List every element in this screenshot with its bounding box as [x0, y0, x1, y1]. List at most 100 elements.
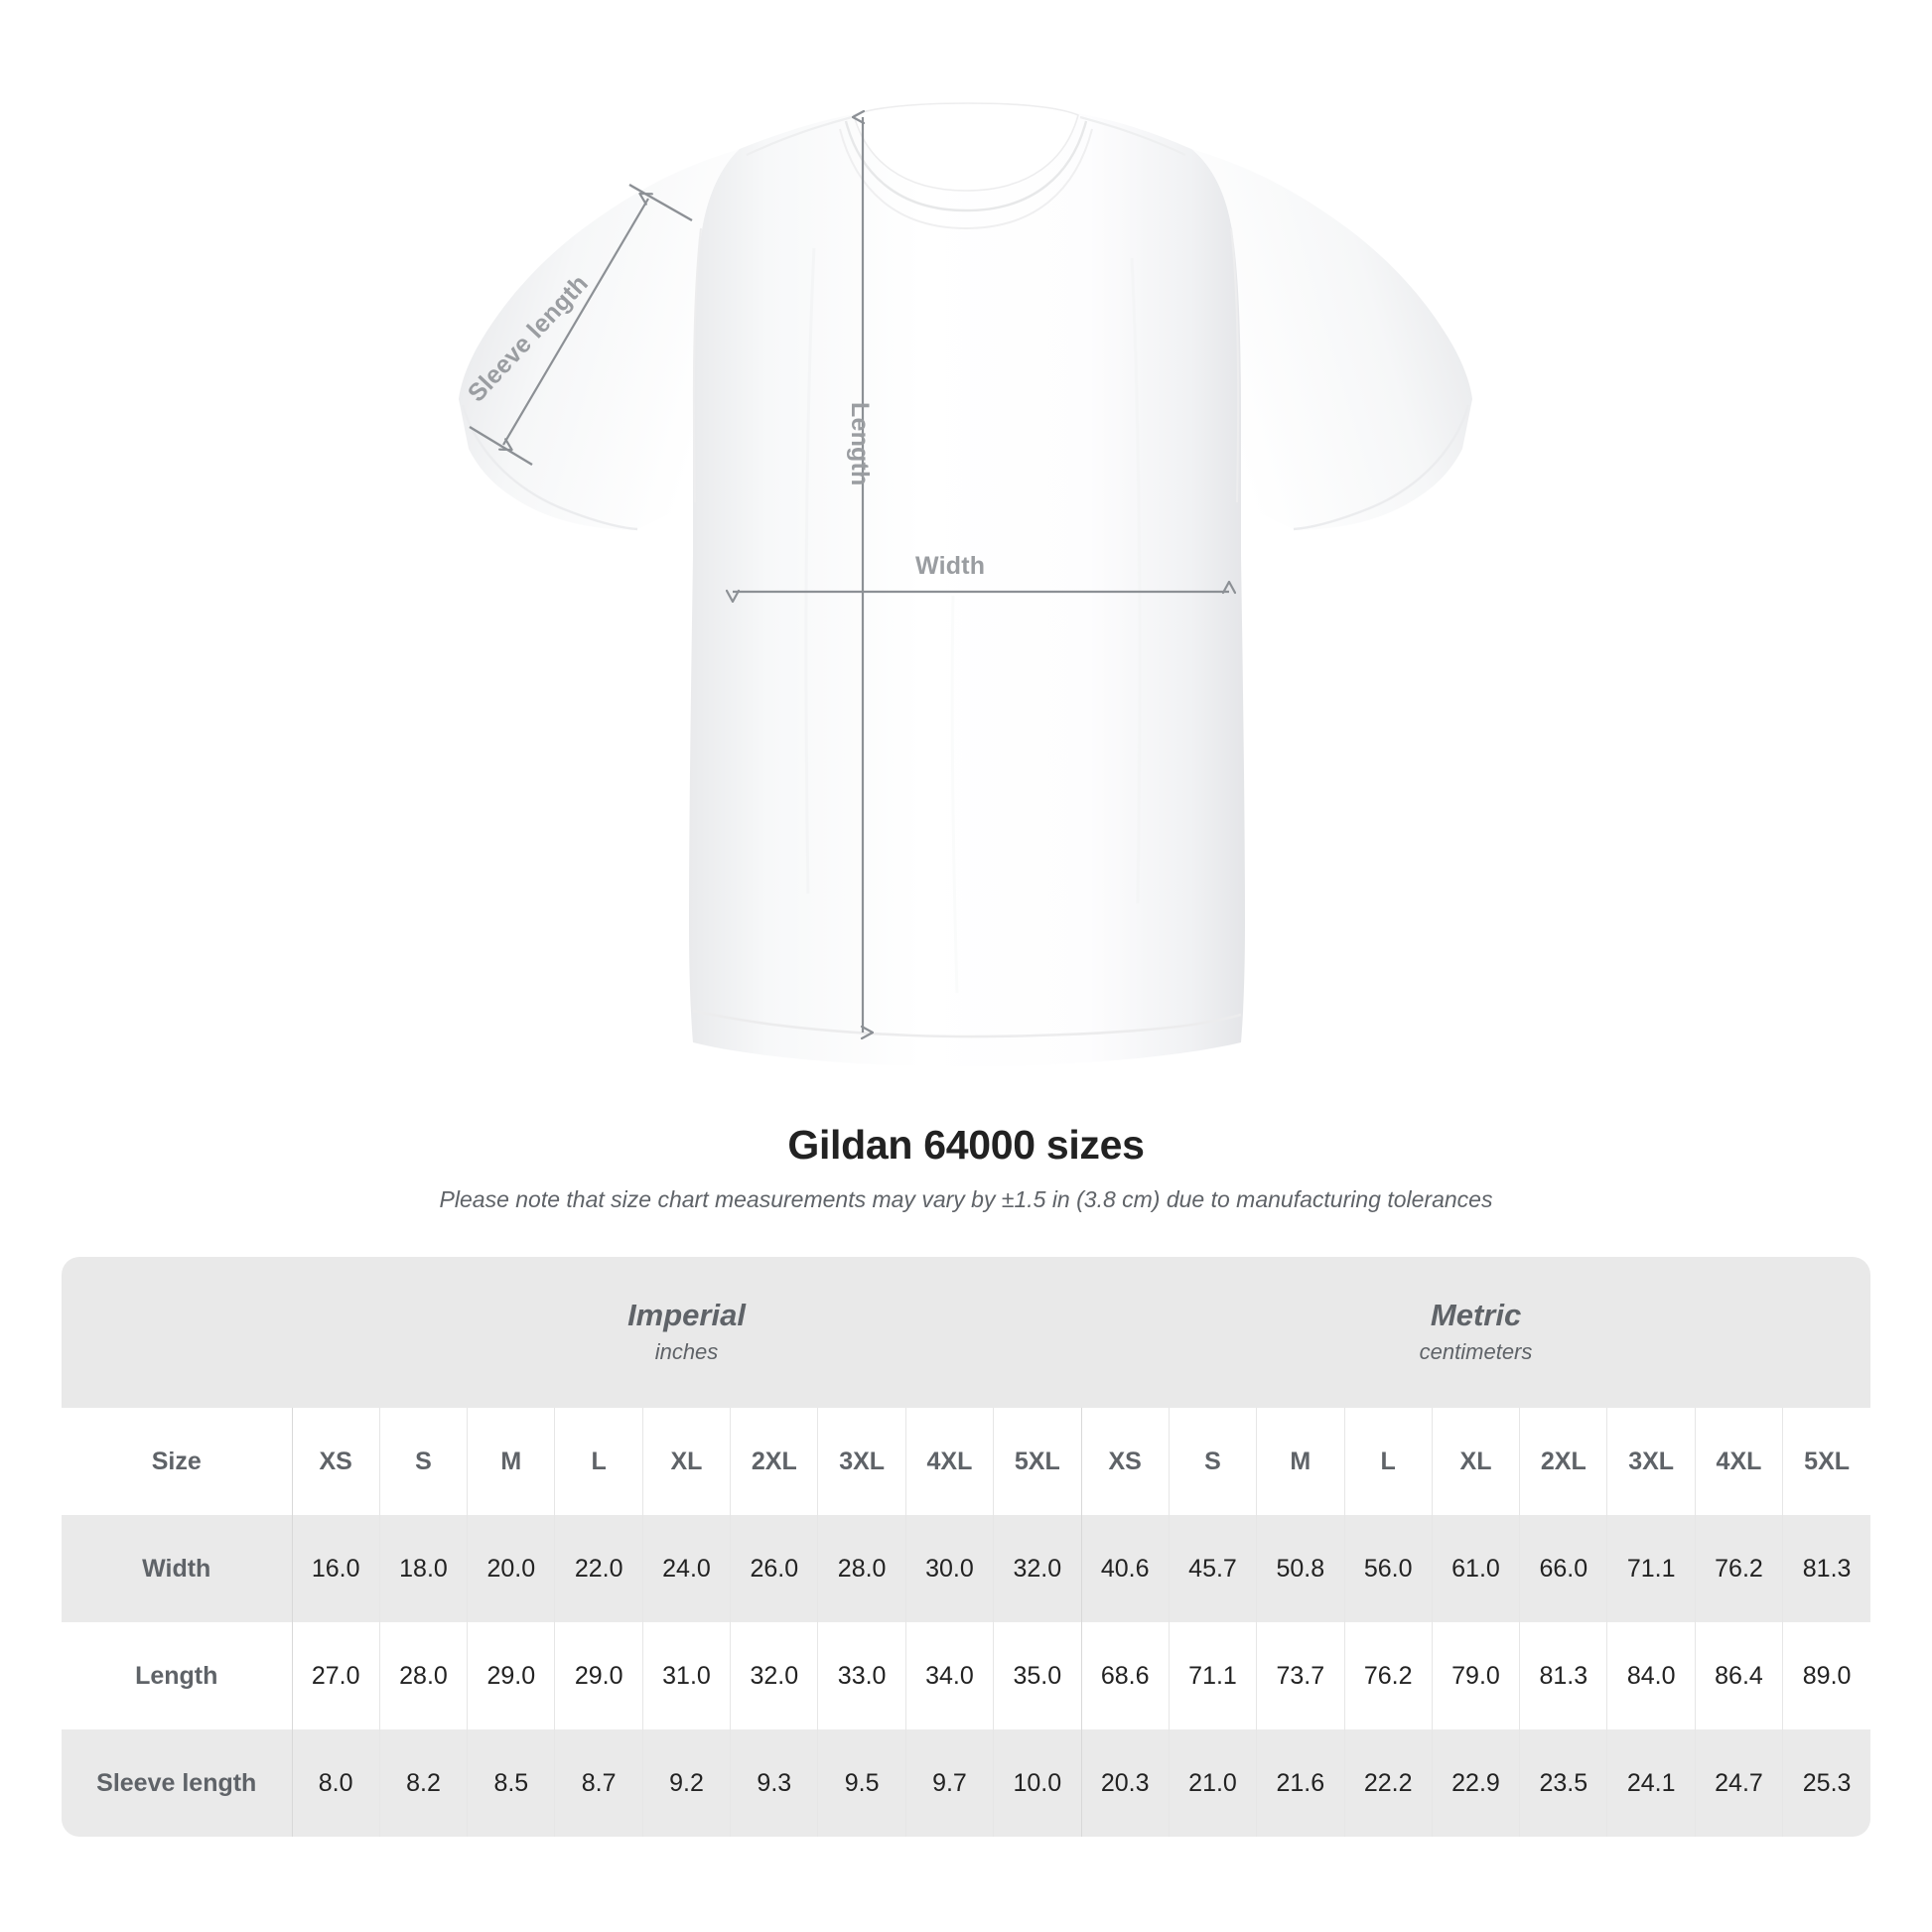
cell-width-imperial-l: 22.0	[554, 1515, 643, 1622]
cell-width-imperial-3xl: 28.0	[817, 1515, 906, 1622]
size-header-imperial-4xl: 4XL	[904, 1408, 994, 1515]
sleeve-tick-upper	[628, 183, 693, 222]
table-row: Sleeve length 8.0 8.2 8.5 8.7 9.2 9.3 9.5 9.7 10…	[62, 1729, 1871, 1837]
right-sleeve-hem	[1293, 404, 1470, 531]
size-chart-table: Imperial inches Metric centimeters Size …	[62, 1257, 1871, 1837]
cell-width-metric-xl: 61.0	[1431, 1515, 1520, 1622]
cell-length-imperial-5xl: 35.0	[993, 1622, 1082, 1729]
cell-width-imperial-xl: 24.0	[641, 1515, 731, 1622]
size-row-label: Size	[62, 1408, 292, 1515]
size-chart-table-wrapper: Imperial inches Metric centimeters Size …	[62, 1257, 1871, 1837]
cell-length-metric-4xl: 86.4	[1694, 1622, 1783, 1729]
size-header-imperial-3xl: 3XL	[817, 1408, 906, 1515]
table-row: Length 27.0 28.0 29.0 29.0 31.0 32.0 33.0 34.0 3…	[62, 1622, 1871, 1729]
right-sleeve	[1191, 149, 1472, 530]
cell-sleeve-length-metric-3xl: 24.1	[1606, 1729, 1696, 1837]
metric-unit-sub: centimeters	[1419, 1338, 1533, 1364]
tshirt-illustration: Length Width Sleeve length	[459, 102, 1472, 1067]
size-header-imperial-xl: XL	[641, 1408, 731, 1515]
cell-length-imperial-xl: 31.0	[641, 1622, 731, 1729]
unit-banner-row: Imperial inches Metric centimeters	[62, 1257, 1871, 1408]
cell-sleeve-length-metric-s: 21.0	[1168, 1729, 1257, 1837]
row-label-length: Length	[62, 1622, 292, 1729]
imperial-unit-header: Imperial inches	[292, 1257, 1082, 1408]
table-row: Width 16.0 18.0 20.0 22.0 24.0 26.0 28.0 30.0 32…	[62, 1515, 1871, 1622]
size-header-row: Size XS S M L XL 2XL 3XL 4XL 5XL XS S M L XL 2XL 3XL 4XL…	[62, 1408, 1871, 1515]
cell-length-metric-2xl: 81.3	[1519, 1622, 1607, 1729]
length-measure-label: Length	[846, 402, 874, 486]
cell-sleeve-length-metric-m: 21.6	[1256, 1729, 1344, 1837]
cell-length-imperial-xs: 27.0	[291, 1622, 380, 1729]
unit-banner-spacer	[62, 1257, 292, 1408]
fabric-fold-left	[804, 247, 816, 895]
size-header-imperial-xs: XS	[291, 1408, 380, 1515]
cell-width-imperial-xs: 16.0	[291, 1515, 380, 1622]
cell-sleeve-length-metric-5xl: 25.3	[1782, 1729, 1871, 1837]
cell-width-imperial-m: 20.0	[467, 1515, 555, 1622]
row-label-sleeve-length: Sleeve length	[62, 1729, 292, 1837]
cell-length-metric-xl: 79.0	[1431, 1622, 1520, 1729]
cell-width-metric-4xl: 76.2	[1694, 1515, 1783, 1622]
page-title: Gildan 64000 sizes	[787, 1122, 1145, 1168]
sleeve-length-arrow	[503, 199, 648, 445]
cell-length-metric-5xl: 89.0	[1782, 1622, 1871, 1729]
size-header-metric-l: L	[1343, 1408, 1433, 1515]
cell-sleeve-length-metric-xs: 20.3	[1080, 1729, 1170, 1837]
imperial-unit-name: Imperial	[627, 1298, 746, 1333]
shirt-body	[689, 103, 1245, 1067]
cell-sleeve-length-imperial-xl: 9.2	[641, 1729, 731, 1837]
size-header-metric-xl: XL	[1431, 1408, 1520, 1515]
size-header-metric-xs: XS	[1080, 1408, 1170, 1515]
cell-length-metric-m: 73.7	[1256, 1622, 1344, 1729]
cell-sleeve-length-imperial-5xl: 10.0	[993, 1729, 1082, 1837]
size-header-imperial-2xl: 2XL	[730, 1408, 818, 1515]
width-measure-label: Width	[915, 552, 986, 580]
size-header-imperial-s: S	[378, 1408, 468, 1515]
right-armhole-seam	[1230, 227, 1240, 503]
chart-heading-block: Gildan 64000 sizes Please note that size…	[0, 1122, 1932, 1213]
cell-width-metric-3xl: 71.1	[1606, 1515, 1696, 1622]
cell-sleeve-length-metric-4xl: 24.7	[1694, 1729, 1783, 1837]
collar	[853, 102, 1079, 192]
cell-width-imperial-4xl: 30.0	[904, 1515, 994, 1622]
cell-width-metric-l: 56.0	[1343, 1515, 1433, 1622]
cell-sleeve-length-imperial-4xl: 9.7	[904, 1729, 994, 1837]
tshirt-graphic	[459, 102, 1472, 1067]
cell-width-metric-m: 50.8	[1256, 1515, 1344, 1622]
left-armhole-seam	[692, 227, 702, 503]
metric-unit-header: Metric centimeters	[1081, 1257, 1871, 1408]
cell-sleeve-length-metric-xl: 22.9	[1431, 1729, 1520, 1837]
size-header-metric-s: S	[1168, 1408, 1257, 1515]
cell-length-imperial-s: 28.0	[378, 1622, 468, 1729]
size-header-metric-m: M	[1256, 1408, 1344, 1515]
cell-width-imperial-2xl: 26.0	[730, 1515, 818, 1622]
size-header-imperial-m: M	[467, 1408, 555, 1515]
cell-length-metric-3xl: 84.0	[1606, 1622, 1696, 1729]
size-header-imperial-l: L	[554, 1408, 643, 1515]
cell-width-imperial-s: 18.0	[378, 1515, 468, 1622]
cell-sleeve-length-imperial-l: 8.7	[554, 1729, 643, 1837]
row-label-width: Width	[62, 1515, 292, 1622]
cell-sleeve-length-imperial-m: 8.5	[467, 1729, 555, 1837]
tshirt-shape	[459, 102, 1472, 1067]
measurement-guides	[469, 117, 1229, 1033]
cell-sleeve-length-imperial-s: 8.2	[378, 1729, 468, 1837]
cell-sleeve-length-metric-l: 22.2	[1343, 1729, 1433, 1837]
size-header-metric-3xl: 3XL	[1606, 1408, 1696, 1515]
cell-sleeve-length-metric-2xl: 23.5	[1519, 1729, 1607, 1837]
size-header-metric-4xl: 4XL	[1694, 1408, 1783, 1515]
cell-length-imperial-3xl: 33.0	[817, 1622, 906, 1729]
cell-sleeve-length-imperial-2xl: 9.3	[730, 1729, 818, 1837]
cell-length-metric-l: 76.2	[1343, 1622, 1433, 1729]
cell-length-imperial-m: 29.0	[467, 1622, 555, 1729]
cell-width-metric-5xl: 81.3	[1782, 1515, 1871, 1622]
fabric-fold-right	[1130, 257, 1142, 904]
cell-length-imperial-4xl: 34.0	[904, 1622, 994, 1729]
left-shoulder-seam	[746, 115, 853, 156]
size-header-metric-2xl: 2XL	[1519, 1408, 1607, 1515]
bottom-hem	[692, 1009, 1242, 1038]
metric-unit-name: Metric	[1430, 1298, 1522, 1333]
size-header-imperial-5xl: 5XL	[993, 1408, 1082, 1515]
cell-sleeve-length-imperial-3xl: 9.5	[817, 1729, 906, 1837]
cell-width-metric-s: 45.7	[1168, 1515, 1257, 1622]
